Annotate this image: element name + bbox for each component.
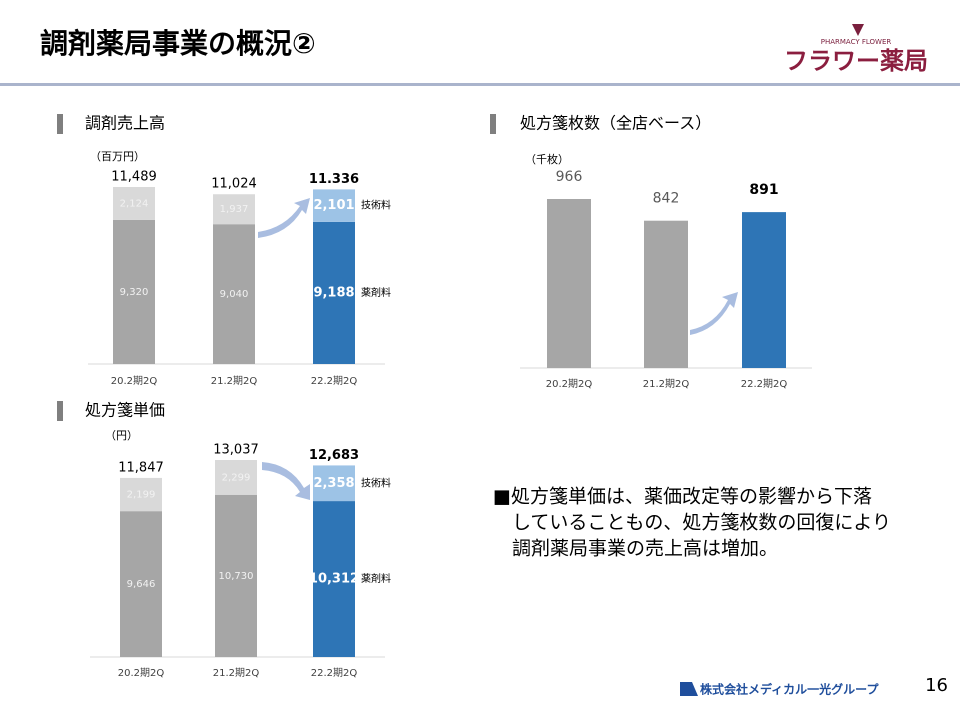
x-tick-label: 22.2期2Q (311, 375, 358, 387)
section-marker (490, 114, 496, 134)
section-marker (57, 114, 63, 134)
bar (644, 220, 688, 368)
total-label: 11,847 (118, 460, 164, 475)
arrow (690, 292, 738, 335)
total-label: 11.336 (309, 172, 359, 187)
note-line: していることもの、処方箋枚数の回復により (512, 512, 891, 534)
segment-label: 9,040 (220, 289, 249, 300)
x-tick-label: 20.2期2Q (111, 375, 158, 387)
note-line: ■処方箋単価は、薬価改定等の影響から下落 (493, 486, 872, 508)
total-label: 13,037 (213, 443, 259, 458)
unit-label: （円） (105, 429, 138, 442)
logo-sub: PHARMACY FLOWER (821, 38, 892, 46)
section-marker (57, 401, 63, 421)
segment-label: 2,101 (313, 198, 354, 213)
segment-label: 9,188 (313, 285, 354, 300)
segment-label: 2,199 (127, 490, 156, 501)
series-label: 技術料 (361, 199, 391, 212)
total-label: 12,683 (309, 448, 359, 463)
slide-title: 調剤薬局事業の概況② (40, 27, 316, 60)
bar-segment (313, 501, 355, 657)
unit-label: （百万円） (90, 150, 145, 163)
series-label: 薬剤料 (361, 572, 391, 585)
bar-segment (213, 194, 255, 225)
bar-segment (113, 187, 155, 220)
value-label: 966 (556, 169, 583, 185)
bar-segment (215, 494, 257, 657)
segment-label: 9,320 (120, 287, 149, 298)
segment-label: 1,937 (220, 204, 249, 215)
bar-segment (113, 219, 155, 364)
logo-flower (852, 24, 864, 36)
x-tick-label: 22.2期2Q (741, 378, 788, 390)
segment-label: 9,646 (127, 579, 156, 590)
series-label: 技術料 (361, 476, 391, 489)
chart-title: 処方箋単価 (85, 401, 165, 420)
series-label: 薬剤料 (361, 286, 391, 299)
logo-text: フラワー薬局 (784, 47, 928, 75)
x-tick-label: 22.2期2Q (311, 667, 358, 679)
value-label: 842 (653, 191, 680, 207)
bar-segment (313, 465, 355, 502)
segment-label: 2,358 (313, 476, 354, 491)
total-label: 11,489 (111, 170, 157, 185)
bar (547, 199, 591, 368)
bar-segment (215, 460, 257, 495)
total-label: 11,024 (211, 177, 257, 192)
arrow (258, 198, 310, 238)
x-tick-label: 21.2期2Q (643, 378, 690, 390)
x-tick-label: 21.2期2Q (211, 375, 258, 387)
bar-segment (120, 477, 162, 512)
page-number: 16 (925, 675, 948, 696)
bar-segment (213, 224, 255, 364)
bar-segment (313, 221, 355, 364)
footer-logo-mark (680, 682, 698, 696)
bar (742, 212, 786, 368)
unit-label: （千枚） (525, 152, 569, 166)
segment-label: 2,124 (120, 198, 149, 209)
arrow (262, 462, 310, 500)
segment-label: 10,730 (219, 571, 254, 582)
x-tick-label: 20.2期2Q (546, 378, 593, 390)
chart-title: 調剤売上高 (85, 114, 165, 133)
note-line: 調剤薬局事業の売上高は増加。 (512, 538, 778, 560)
bar-segment (313, 189, 355, 222)
segment-label: 2,299 (222, 472, 251, 483)
header-rule (0, 83, 960, 86)
bar-segment (120, 511, 162, 657)
chart-title: 処方箋枚数（全店ベース） (520, 114, 711, 133)
segment-label: 10,312 (309, 572, 359, 587)
x-tick-label: 21.2期2Q (213, 667, 260, 679)
value-label: 891 (749, 182, 778, 198)
footer-company: 株式会社メディカル一光グループ (700, 682, 879, 697)
x-tick-label: 20.2期2Q (118, 667, 165, 679)
